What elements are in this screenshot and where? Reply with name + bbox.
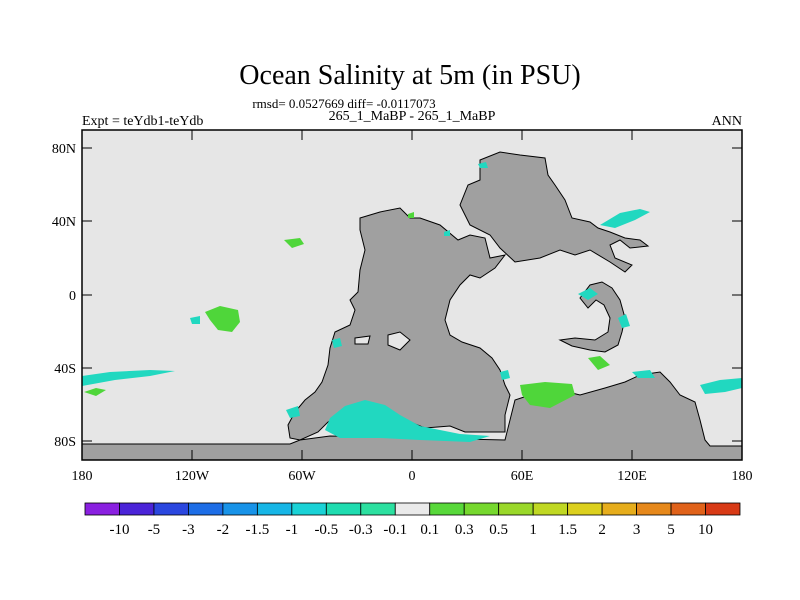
lat-label: 40S <box>54 362 76 377</box>
lat-label: 80N <box>52 142 76 157</box>
colorbar-label: -0.3 <box>349 522 373 538</box>
lat-axis <box>82 147 742 442</box>
lon-label: 120W <box>175 469 210 484</box>
run-label: 265_1_MaBP - 265_1_MaBP <box>329 109 496 124</box>
colorbar-swatch <box>256 502 293 516</box>
colorbar-swatch <box>670 502 706 516</box>
anomaly-patch <box>632 370 655 378</box>
colorbar-label: 10 <box>698 522 713 538</box>
colorbar-swatch <box>601 502 637 516</box>
colorbar-label: -5 <box>148 522 161 538</box>
colorbar-label: 2 <box>598 522 606 538</box>
anomaly-patch <box>700 378 742 394</box>
colorbar-label: -10 <box>109 522 129 538</box>
lon-label: 180 <box>732 469 753 484</box>
figure-title: Ocean Salinity at 5m (in PSU) <box>239 60 580 91</box>
anomaly-patch <box>82 370 175 386</box>
anomaly-patch <box>588 356 610 370</box>
colorbar-swatch <box>636 502 672 516</box>
anomaly-patch <box>600 209 650 228</box>
colorbar-swatch <box>360 502 396 516</box>
anomaly-patch <box>190 316 200 324</box>
colorbar-label: 3 <box>633 522 641 538</box>
anomaly-patch <box>286 406 300 418</box>
anomaly-patch <box>284 238 304 248</box>
colorbar-label: 5 <box>667 522 675 538</box>
colorbar-label: 0.1 <box>420 522 439 538</box>
inland-lake <box>387 331 411 351</box>
lon-label: 60W <box>288 469 316 484</box>
lon-axis <box>191 130 633 460</box>
map-panel: 80N 40N 0 40S 80S 180 120W 60W 0 60E 120… <box>52 129 753 484</box>
anomaly-patch <box>444 230 450 236</box>
land-island-arc <box>558 281 626 353</box>
experiment-label: Expt = teYdb1-teYdb <box>82 114 203 129</box>
anomaly-patch <box>520 382 575 408</box>
lat-label: 0 <box>69 289 76 304</box>
colorbar-swatch <box>463 502 500 516</box>
colorbar-swatch <box>291 502 327 516</box>
colorbar-swatch <box>394 502 431 516</box>
colorbar-label: -0.5 <box>314 522 338 538</box>
colorbar-swatch <box>567 502 603 516</box>
anomaly-patch <box>84 388 106 396</box>
colorbar-swatch <box>498 502 534 516</box>
lat-label: 40N <box>52 215 76 230</box>
colorbar-label: 1.5 <box>558 522 577 538</box>
lon-label: 180 <box>72 469 93 484</box>
lat-label: 80S <box>54 435 76 450</box>
colorbar-swatch <box>84 502 120 516</box>
anomaly-patch <box>578 288 598 300</box>
colorbar-label: -3 <box>182 522 195 538</box>
anomaly-patch <box>500 370 510 380</box>
colorbar-swatch <box>429 502 465 516</box>
lon-label: 120E <box>617 469 647 484</box>
colorbar: -10 -5 -3 -2 -1.5 -1 -0.5 -0.3 -0.1 0.1 0.3 0.5 1 1.5… <box>84 502 741 538</box>
colorbar-label: 1 <box>529 522 537 538</box>
colorbar-swatch <box>325 502 362 516</box>
colorbar-label: 0.5 <box>489 522 508 538</box>
colorbar-label: -0.1 <box>383 522 407 538</box>
anomaly-patch <box>408 212 414 218</box>
anomaly-patch <box>332 338 342 348</box>
colorbar-swatch <box>222 502 258 516</box>
land-americas <box>287 207 511 441</box>
lon-label: 60E <box>511 469 534 484</box>
anomaly-patch <box>478 162 488 168</box>
colorbar-swatch <box>532 502 569 516</box>
lon-label: 0 <box>409 469 416 484</box>
colorbar-swatch <box>188 502 224 516</box>
colorbar-swatch <box>119 502 155 516</box>
stats-line: rmsd= 0.0527669 diff= -0.0117073 <box>252 96 435 111</box>
anomaly-patch <box>205 306 240 332</box>
colorbar-label: -2 <box>217 522 230 538</box>
colorbar-swatch <box>705 502 741 516</box>
colorbar-label: -1.5 <box>245 522 269 538</box>
inland-lake <box>354 335 371 345</box>
anomaly-patch <box>325 400 490 442</box>
land-eurasia <box>459 151 650 273</box>
season-label: ANN <box>712 114 742 129</box>
anomaly-patch <box>618 314 630 328</box>
colorbar-label: -1 <box>286 522 299 538</box>
colorbar-swatch <box>153 502 189 516</box>
colorbar-label: 0.3 <box>455 522 474 538</box>
